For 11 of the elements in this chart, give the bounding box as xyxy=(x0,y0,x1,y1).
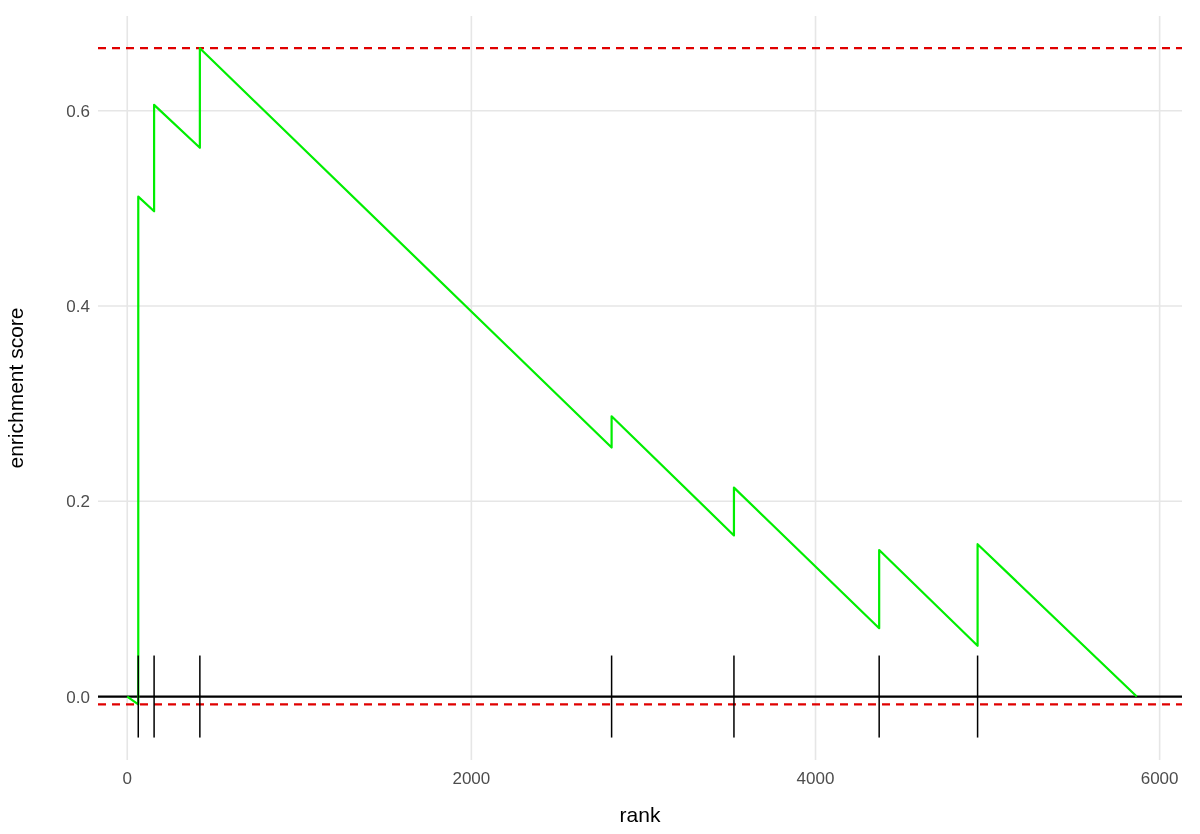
y-axis-title: enrichment score xyxy=(4,307,28,469)
y-tick-label: 0.0 xyxy=(66,687,90,707)
line-series xyxy=(126,47,1138,706)
x-tick-label: 4000 xyxy=(796,769,835,789)
y-tick-label: 0.6 xyxy=(66,101,90,121)
x-axis-title: rank xyxy=(619,803,661,826)
x-tick-label: 2000 xyxy=(452,769,491,789)
x-tick-label: 6000 xyxy=(1140,769,1179,789)
y-tick-label: 0.2 xyxy=(66,492,90,512)
y-tick-label: 0.4 xyxy=(66,297,90,317)
x-tick-label: 0 xyxy=(122,769,132,789)
